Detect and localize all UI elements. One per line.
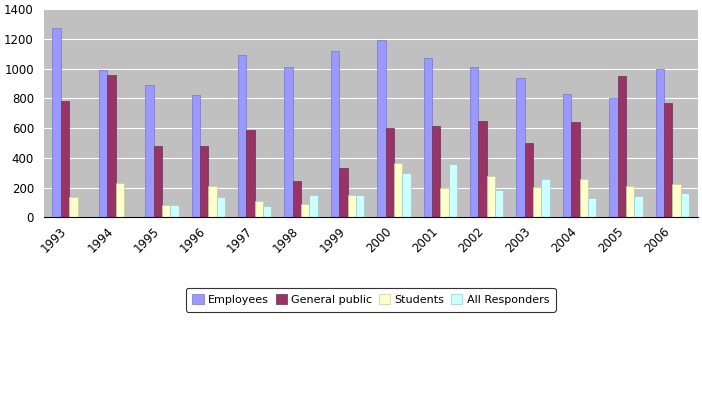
Bar — [331, 51, 339, 217]
Bar — [394, 163, 402, 217]
Bar — [673, 184, 681, 217]
Bar — [162, 206, 171, 217]
Bar — [563, 94, 571, 217]
Bar — [53, 28, 61, 217]
Bar — [284, 67, 293, 217]
Bar — [377, 39, 385, 217]
Bar — [192, 95, 200, 217]
Bar — [99, 70, 107, 217]
Bar — [61, 101, 69, 217]
Bar — [478, 121, 486, 217]
Bar — [681, 193, 689, 217]
Bar — [656, 69, 664, 217]
Bar — [470, 67, 478, 217]
Bar — [107, 74, 116, 217]
Bar — [440, 188, 449, 217]
Bar — [208, 186, 217, 217]
Bar — [145, 85, 154, 217]
Bar — [154, 146, 162, 217]
Bar — [238, 55, 246, 217]
Bar — [541, 179, 550, 217]
Bar — [293, 181, 301, 217]
Bar — [347, 195, 356, 217]
Bar — [263, 206, 272, 217]
Bar — [217, 197, 225, 217]
Bar — [116, 183, 124, 217]
Bar — [432, 126, 440, 217]
Bar — [626, 186, 635, 217]
Bar — [423, 58, 432, 217]
Bar — [246, 130, 255, 217]
Legend: Employees, General public, Students, All Responders: Employees, General public, Students, All… — [186, 288, 556, 312]
Bar — [525, 143, 533, 217]
Bar — [339, 168, 347, 217]
Bar — [664, 103, 673, 217]
Bar — [588, 198, 596, 217]
Bar — [171, 206, 178, 217]
Bar — [571, 122, 580, 217]
Bar — [635, 196, 642, 217]
Bar — [301, 204, 310, 217]
Bar — [449, 164, 457, 217]
Bar — [533, 187, 541, 217]
Bar — [200, 146, 208, 217]
Bar — [402, 173, 411, 217]
Bar — [310, 195, 318, 217]
Bar — [495, 190, 503, 217]
Bar — [385, 128, 394, 217]
Bar — [517, 78, 525, 217]
Bar — [618, 76, 626, 217]
Bar — [580, 179, 588, 217]
Bar — [486, 176, 495, 217]
Bar — [255, 201, 263, 217]
Bar — [356, 195, 364, 217]
Bar — [609, 98, 618, 217]
Bar — [69, 197, 77, 217]
